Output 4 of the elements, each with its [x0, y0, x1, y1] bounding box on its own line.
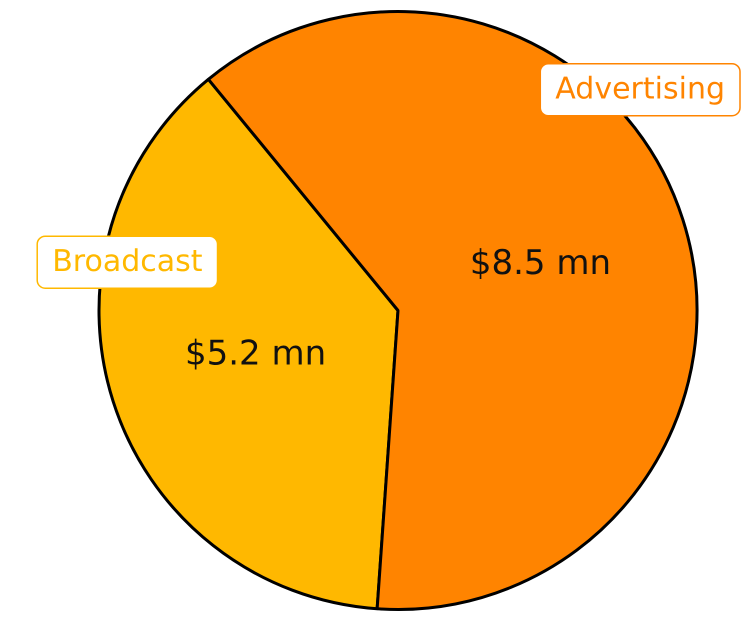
slice-label: Broadcast	[52, 244, 203, 280]
data-label: $5.2 mn	[184, 334, 326, 374]
data-label: $8.5 mn	[470, 242, 612, 283]
slice-label: Advertising	[555, 71, 725, 106]
